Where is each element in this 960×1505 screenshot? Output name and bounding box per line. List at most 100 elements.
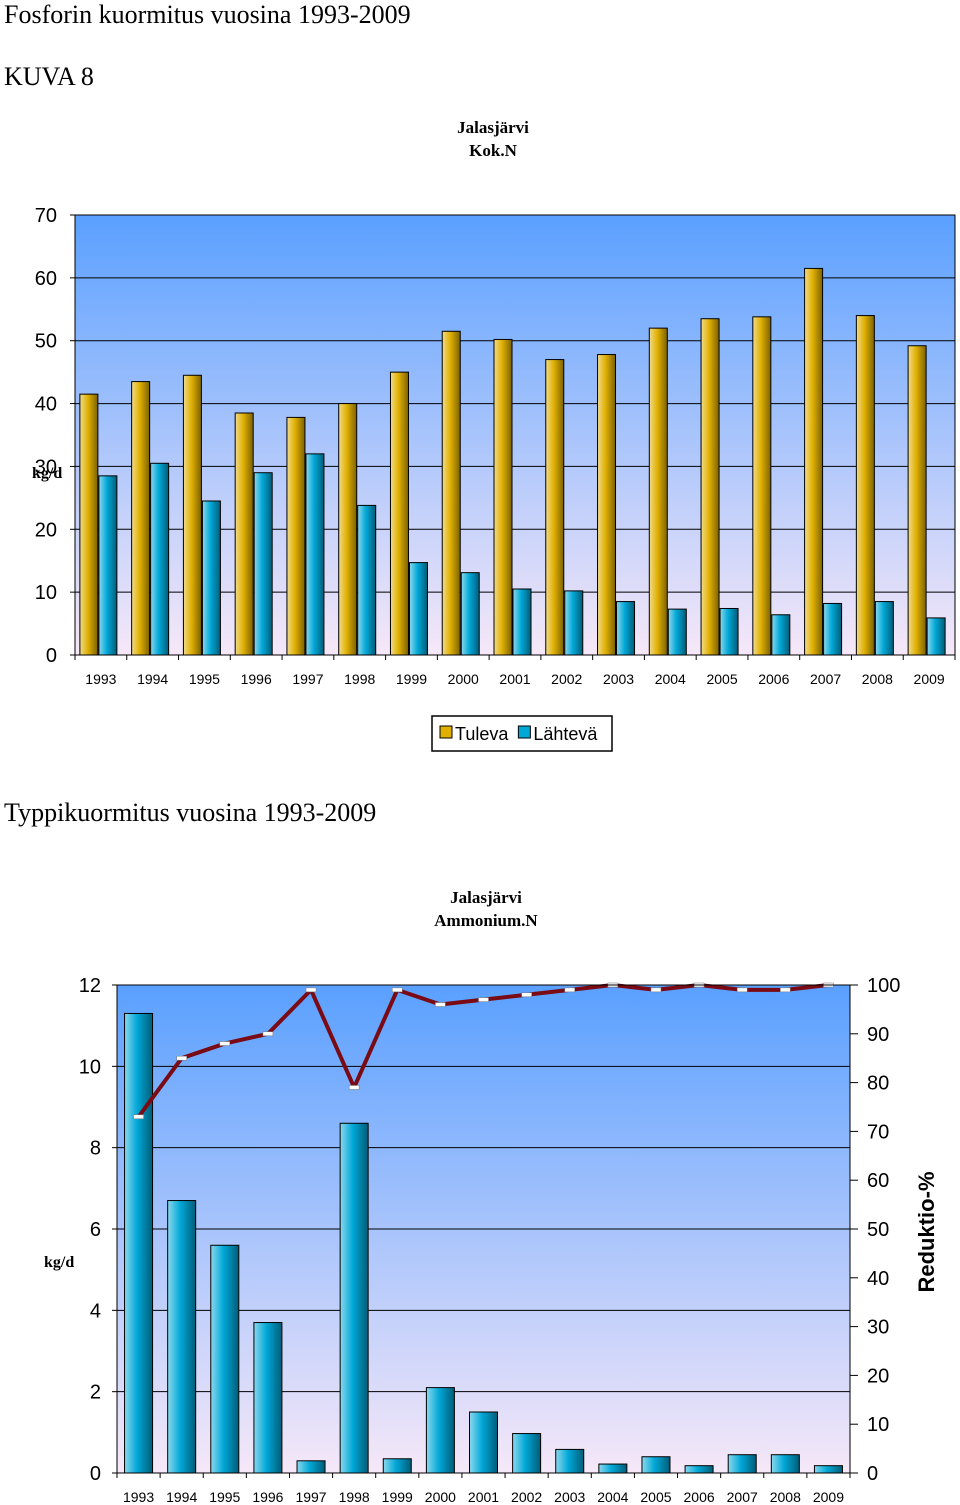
line-point bbox=[435, 1002, 446, 1007]
bar bbox=[167, 1200, 197, 1474]
x-tick-label: 2007 bbox=[810, 671, 841, 687]
x-tick-label: 1993 bbox=[123, 1489, 154, 1505]
bar bbox=[641, 1456, 671, 1474]
bar-lähtevä bbox=[926, 617, 946, 656]
y2-tick-label: 30 bbox=[867, 1317, 889, 1339]
x-tick-label: 1996 bbox=[252, 1489, 283, 1505]
bar bbox=[512, 1433, 542, 1474]
bar bbox=[469, 1411, 498, 1474]
bar-tuleva bbox=[79, 393, 99, 656]
x-tick-label: 2006 bbox=[684, 1489, 715, 1505]
heading-figure-number: KUVA 8 bbox=[4, 62, 94, 91]
x-tick-label: 2000 bbox=[448, 671, 479, 687]
chart-subtitle: Kok.N bbox=[469, 141, 517, 160]
line-point bbox=[348, 1085, 360, 1090]
bar-tuleva bbox=[338, 403, 358, 656]
bar-tuleva bbox=[545, 359, 565, 656]
line-point bbox=[176, 1055, 187, 1061]
legend-label: Tuleva bbox=[455, 724, 509, 744]
bar-lähtevä bbox=[719, 607, 739, 656]
legend-label: Lähtevä bbox=[533, 724, 598, 744]
x-tick-label: 2001 bbox=[468, 1489, 499, 1505]
bar-tuleva bbox=[648, 327, 668, 656]
y-tick-label: 2 bbox=[90, 1382, 101, 1404]
bar-tuleva bbox=[131, 381, 151, 656]
y2-tick-label: 100 bbox=[867, 975, 900, 997]
y2-tick-label: 80 bbox=[867, 1073, 889, 1095]
y2-tick-label: 70 bbox=[867, 1121, 889, 1143]
y-tick-label: 30 bbox=[35, 456, 57, 478]
x-tick-label: 2005 bbox=[640, 1489, 671, 1505]
bar-lähtevä bbox=[98, 475, 118, 656]
line-point bbox=[564, 987, 575, 993]
line-point bbox=[521, 992, 532, 998]
line-point bbox=[305, 987, 317, 993]
y-axis-label: kg/d bbox=[32, 465, 62, 482]
chart-title: Jalasjärvi bbox=[450, 888, 522, 907]
bar bbox=[770, 1454, 800, 1474]
x-tick-label: 1997 bbox=[295, 1489, 326, 1505]
heading-phosphorus: Fosforin kuormitus vuosina 1993-2009 bbox=[4, 0, 411, 29]
y-tick-label: 70 bbox=[35, 205, 57, 227]
line-point bbox=[736, 987, 748, 993]
chart-kok-n: Jalasjärvi Kok.N 0 10 20 30 40 50 60 70 kg/d 1993 19… bbox=[32, 118, 956, 752]
y-tick-label: 40 bbox=[35, 394, 57, 416]
bar-lähtevä bbox=[771, 614, 791, 656]
x-tick-label: 2003 bbox=[603, 671, 634, 687]
bar bbox=[555, 1448, 585, 1474]
bar-tuleva bbox=[234, 412, 254, 656]
line-point bbox=[780, 987, 791, 993]
y-tick-label: 50 bbox=[35, 331, 57, 353]
line-point bbox=[133, 1114, 144, 1120]
y-tick-label: 60 bbox=[35, 268, 57, 290]
x-tick-label: 1998 bbox=[339, 1489, 370, 1505]
bar bbox=[727, 1454, 757, 1474]
x-tick-label: 2008 bbox=[770, 1489, 801, 1505]
x-tick-label: 2000 bbox=[425, 1489, 456, 1505]
bar-lähtevä bbox=[874, 601, 894, 656]
bar-lähtevä bbox=[408, 562, 428, 656]
plot-border bbox=[74, 214, 956, 656]
plot-border bbox=[116, 984, 851, 1474]
y-axis-label: kg/d bbox=[44, 1254, 74, 1271]
y-tick-label: 10 bbox=[79, 1056, 101, 1078]
line-point bbox=[650, 987, 662, 993]
y2-tick-label: 0 bbox=[867, 1463, 878, 1485]
x-tick-label: 2002 bbox=[551, 671, 582, 687]
bar bbox=[253, 1322, 283, 1474]
bar bbox=[598, 1463, 628, 1474]
y2-tick-label: 20 bbox=[867, 1365, 889, 1387]
x-tick-label: 2008 bbox=[862, 671, 893, 687]
bar-lähtevä bbox=[667, 608, 687, 656]
y-tick-label: 20 bbox=[35, 519, 57, 541]
x-tick-label: 1993 bbox=[85, 671, 116, 687]
y2-tick-label: 40 bbox=[867, 1268, 889, 1290]
x-tick-label: 1996 bbox=[241, 671, 272, 687]
x-tick-label: 2004 bbox=[597, 1489, 628, 1505]
x-tick-label: 2005 bbox=[706, 671, 737, 687]
y2-tick-label: 90 bbox=[867, 1024, 889, 1046]
bar bbox=[296, 1460, 326, 1474]
bar-tuleva bbox=[182, 374, 202, 656]
y-tick-label: 10 bbox=[35, 582, 57, 604]
line-point bbox=[219, 1041, 231, 1046]
x-tick-label: 1998 bbox=[344, 671, 375, 687]
bar bbox=[425, 1387, 455, 1474]
bar-lähtevä bbox=[253, 472, 273, 656]
bar-tuleva bbox=[700, 318, 720, 656]
y-tick-label: 12 bbox=[79, 975, 101, 997]
y-tick-label: 0 bbox=[46, 645, 57, 667]
bar bbox=[210, 1244, 240, 1474]
bar bbox=[684, 1465, 714, 1474]
legend: Tuleva Lähtevä bbox=[431, 715, 613, 752]
x-tick-label: 2001 bbox=[499, 671, 530, 687]
x-tick-label: 2009 bbox=[813, 1489, 844, 1505]
line-point bbox=[478, 997, 489, 1002]
bar-tuleva bbox=[752, 316, 772, 656]
y2-tick-label: 50 bbox=[867, 1219, 889, 1241]
bar-tuleva bbox=[907, 345, 927, 656]
bar-tuleva bbox=[389, 371, 409, 656]
bar-lähtevä bbox=[305, 453, 325, 656]
x-tick-label: 1994 bbox=[137, 671, 168, 687]
x-tick-label: 1995 bbox=[189, 671, 220, 687]
